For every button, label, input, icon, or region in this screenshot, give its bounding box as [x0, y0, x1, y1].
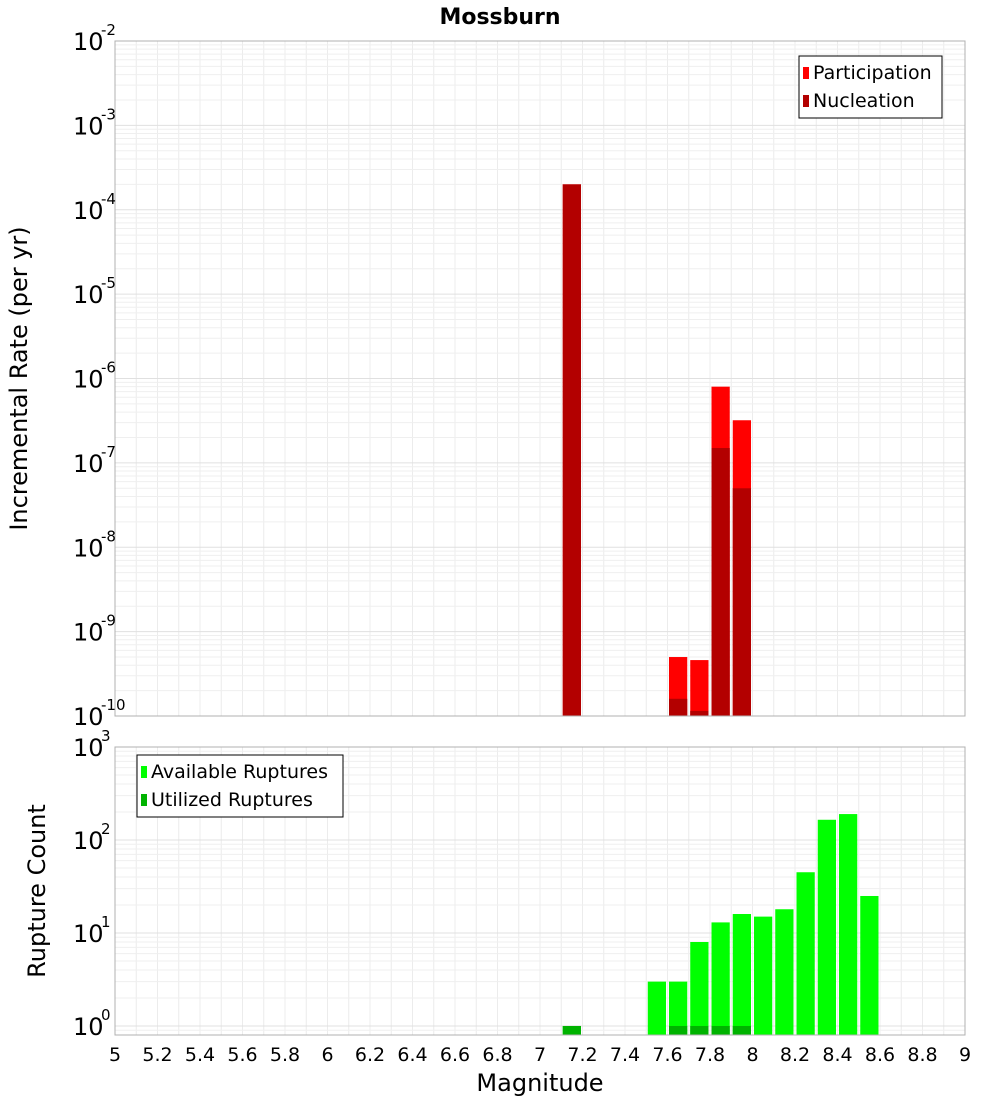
- series-a-bar: [732, 914, 751, 1035]
- x-tick-label: 8.4: [822, 1044, 852, 1066]
- x-tick-label: 5: [109, 1044, 121, 1066]
- legend-box: [136, 754, 344, 818]
- x-tick-label: 8: [746, 1044, 758, 1066]
- x-tick-label: 7.2: [567, 1044, 597, 1066]
- series-a-bar: [796, 872, 815, 1035]
- bottom-panel-x-ticks: 5 5.2 5.4 5.6 5.8 6 6.2 6.4 6.6 6.8 7 7.2 7.4 7.6 7.8 8…: [109, 1044, 971, 1066]
- series-b-bar: [711, 1025, 730, 1035]
- x-tick-label: 8.8: [907, 1044, 937, 1066]
- top-panel-grid: [115, 41, 965, 716]
- x-tick-label: 9: [959, 1044, 971, 1066]
- legend-label: Nucleation: [813, 90, 915, 112]
- x-tick-label: 7.6: [652, 1044, 682, 1066]
- series-a-bar: [817, 819, 836, 1035]
- top-panel-frame: [114, 40, 966, 717]
- y-tick-label: 10: [73, 734, 104, 762]
- series-b-bar: [669, 698, 688, 716]
- y-tick-label: 10: [73, 281, 104, 309]
- x-axis-label: Magnitude: [476, 1069, 603, 1097]
- y-tick-label: 10: [73, 703, 104, 731]
- series-a-bar: [860, 895, 879, 1035]
- y-tick-label: 10: [73, 827, 104, 855]
- chart-title: Mossburn: [439, 5, 560, 30]
- y-tick-exponent: -10: [101, 696, 126, 714]
- y-tick-exponent: -5: [101, 274, 116, 292]
- bottom-panel-y-axis-label: Rupture Count: [23, 804, 51, 978]
- series-a-bar: [690, 660, 709, 716]
- series-a-bar: [775, 909, 794, 1035]
- y-tick-exponent: 3: [101, 727, 111, 745]
- x-tick-label: 8.2: [780, 1044, 810, 1066]
- x-tick-label: 5.2: [142, 1044, 172, 1066]
- legend-box: [798, 55, 943, 119]
- series-a-bar: [690, 942, 709, 1035]
- y-tick-exponent: -7: [101, 443, 116, 461]
- y-tick-exponent: 2: [101, 820, 111, 838]
- x-tick-label: 7.8: [695, 1044, 725, 1066]
- legend-swatch: [141, 794, 147, 806]
- top-panel-y-axis-label: Incremental Rate (per yr): [5, 226, 33, 530]
- legend-swatch: [803, 95, 809, 107]
- series-a-bar: [669, 981, 688, 1035]
- bottom-panel-bars: [562, 814, 879, 1035]
- y-tick-exponent: 1: [101, 913, 111, 931]
- x-tick-label: 6.8: [482, 1044, 512, 1066]
- x-tick-label: 7: [534, 1044, 546, 1066]
- top-panel-legend: Participation Nucleation: [798, 55, 943, 119]
- x-tick-label: 5.4: [185, 1044, 215, 1066]
- y-tick-label: 10: [73, 534, 104, 562]
- series-b-bar: [669, 1025, 688, 1035]
- x-tick-label: 5.8: [270, 1044, 300, 1066]
- series-b-bar: [732, 488, 751, 716]
- series-b-bar: [711, 448, 730, 716]
- x-tick-label: 6: [321, 1044, 333, 1066]
- y-tick-label: 10: [73, 366, 104, 394]
- x-tick-label: 7.4: [610, 1044, 640, 1066]
- x-tick-label: 6.6: [440, 1044, 470, 1066]
- series-b-bar: [732, 1025, 751, 1035]
- y-tick-label: 10: [73, 112, 104, 140]
- legend-label: Utilized Ruptures: [151, 789, 313, 811]
- y-tick-exponent: -8: [101, 527, 116, 545]
- y-tick-exponent: -3: [101, 105, 116, 123]
- y-tick-label: 10: [73, 1013, 104, 1041]
- series-b-bar: [562, 184, 581, 717]
- y-tick-exponent: -4: [101, 190, 116, 208]
- top-panel-bars: [562, 184, 751, 717]
- bottom-panel-legend: Available Ruptures Utilized Ruptures: [136, 754, 344, 818]
- series-a-bar: [754, 916, 773, 1035]
- y-tick-exponent: -6: [101, 359, 116, 377]
- legend-label: Available Ruptures: [151, 761, 328, 783]
- y-tick-exponent: 0: [101, 1006, 111, 1024]
- series-a-bar: [839, 814, 858, 1035]
- series-a-bar: [711, 922, 730, 1035]
- legend-swatch: [803, 67, 809, 79]
- y-tick-label: 10: [73, 920, 104, 948]
- x-tick-label: 6.2: [355, 1044, 385, 1066]
- x-tick-label: 5.6: [227, 1044, 257, 1066]
- legend-swatch: [141, 766, 147, 778]
- series-b-bar: [690, 1025, 709, 1035]
- series-a-bar: [647, 981, 666, 1035]
- y-tick-label: 10: [73, 450, 104, 478]
- y-tick-exponent: -2: [101, 21, 116, 39]
- series-b-bar: [690, 710, 709, 716]
- y-tick-exponent: -9: [101, 612, 116, 630]
- y-tick-label: 10: [73, 28, 104, 56]
- series-b-bar: [562, 1025, 581, 1035]
- y-tick-label: 10: [73, 619, 104, 647]
- y-tick-label: 10: [73, 197, 104, 225]
- bottom-panel-frame: [114, 746, 966, 1036]
- x-tick-label: 8.6: [865, 1044, 895, 1066]
- x-tick-label: 6.4: [397, 1044, 427, 1066]
- legend-label: Participation: [813, 62, 932, 84]
